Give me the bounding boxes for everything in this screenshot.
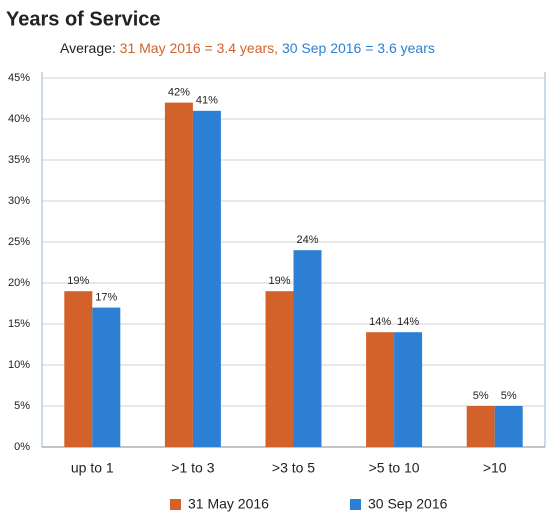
x-tick-label: >10 xyxy=(483,460,507,476)
bar xyxy=(394,332,423,447)
subtitle-series-b: 30 Sep 2016 = 3.6 years xyxy=(282,40,435,56)
y-tick-label: 0% xyxy=(14,441,30,453)
data-label: 14% xyxy=(369,316,391,328)
legend-label: 31 May 2016 xyxy=(188,496,269,512)
data-label: 17% xyxy=(95,292,117,304)
chart-subtitle: Average: 31 May 2016 = 3.4 years, 30 Sep… xyxy=(60,40,435,56)
legend-label: 30 Sep 2016 xyxy=(368,496,448,512)
x-tick-label: >5 to 10 xyxy=(369,460,420,476)
y-tick-label: 25% xyxy=(8,236,30,248)
y-tick-label: 15% xyxy=(8,318,30,330)
legend-swatch xyxy=(350,499,361,510)
data-label: 19% xyxy=(67,275,89,287)
bar xyxy=(466,406,495,447)
bar xyxy=(366,332,395,447)
data-label: 42% xyxy=(168,87,190,99)
legend-swatch xyxy=(170,499,181,510)
chart-title: Years of Service xyxy=(6,8,161,30)
data-label: 5% xyxy=(473,390,489,402)
data-label: 41% xyxy=(196,95,218,107)
subtitle-prefix: Average: xyxy=(60,40,116,56)
y-tick-label: 30% xyxy=(8,195,30,207)
bar xyxy=(293,250,322,447)
data-label: 24% xyxy=(296,234,318,246)
bar xyxy=(265,291,294,447)
x-tick-label: >1 to 3 xyxy=(171,460,214,476)
bar xyxy=(494,406,523,447)
x-tick-label: up to 1 xyxy=(71,460,114,476)
subtitle-series-a: 31 May 2016 = 3.4 years, xyxy=(120,40,278,56)
data-label: 5% xyxy=(501,390,517,402)
y-tick-label: 5% xyxy=(14,400,30,412)
bar xyxy=(92,307,121,447)
y-tick-label: 40% xyxy=(8,113,30,125)
bar xyxy=(64,291,93,447)
data-label: 14% xyxy=(397,316,419,328)
x-tick-label: >3 to 5 xyxy=(272,460,315,476)
y-tick-label: 10% xyxy=(8,359,30,371)
y-tick-label: 20% xyxy=(8,277,30,289)
data-label: 19% xyxy=(268,275,290,287)
bar xyxy=(164,102,193,447)
y-tick-label: 45% xyxy=(8,72,30,84)
bar xyxy=(192,110,221,448)
y-tick-label: 35% xyxy=(8,154,30,166)
